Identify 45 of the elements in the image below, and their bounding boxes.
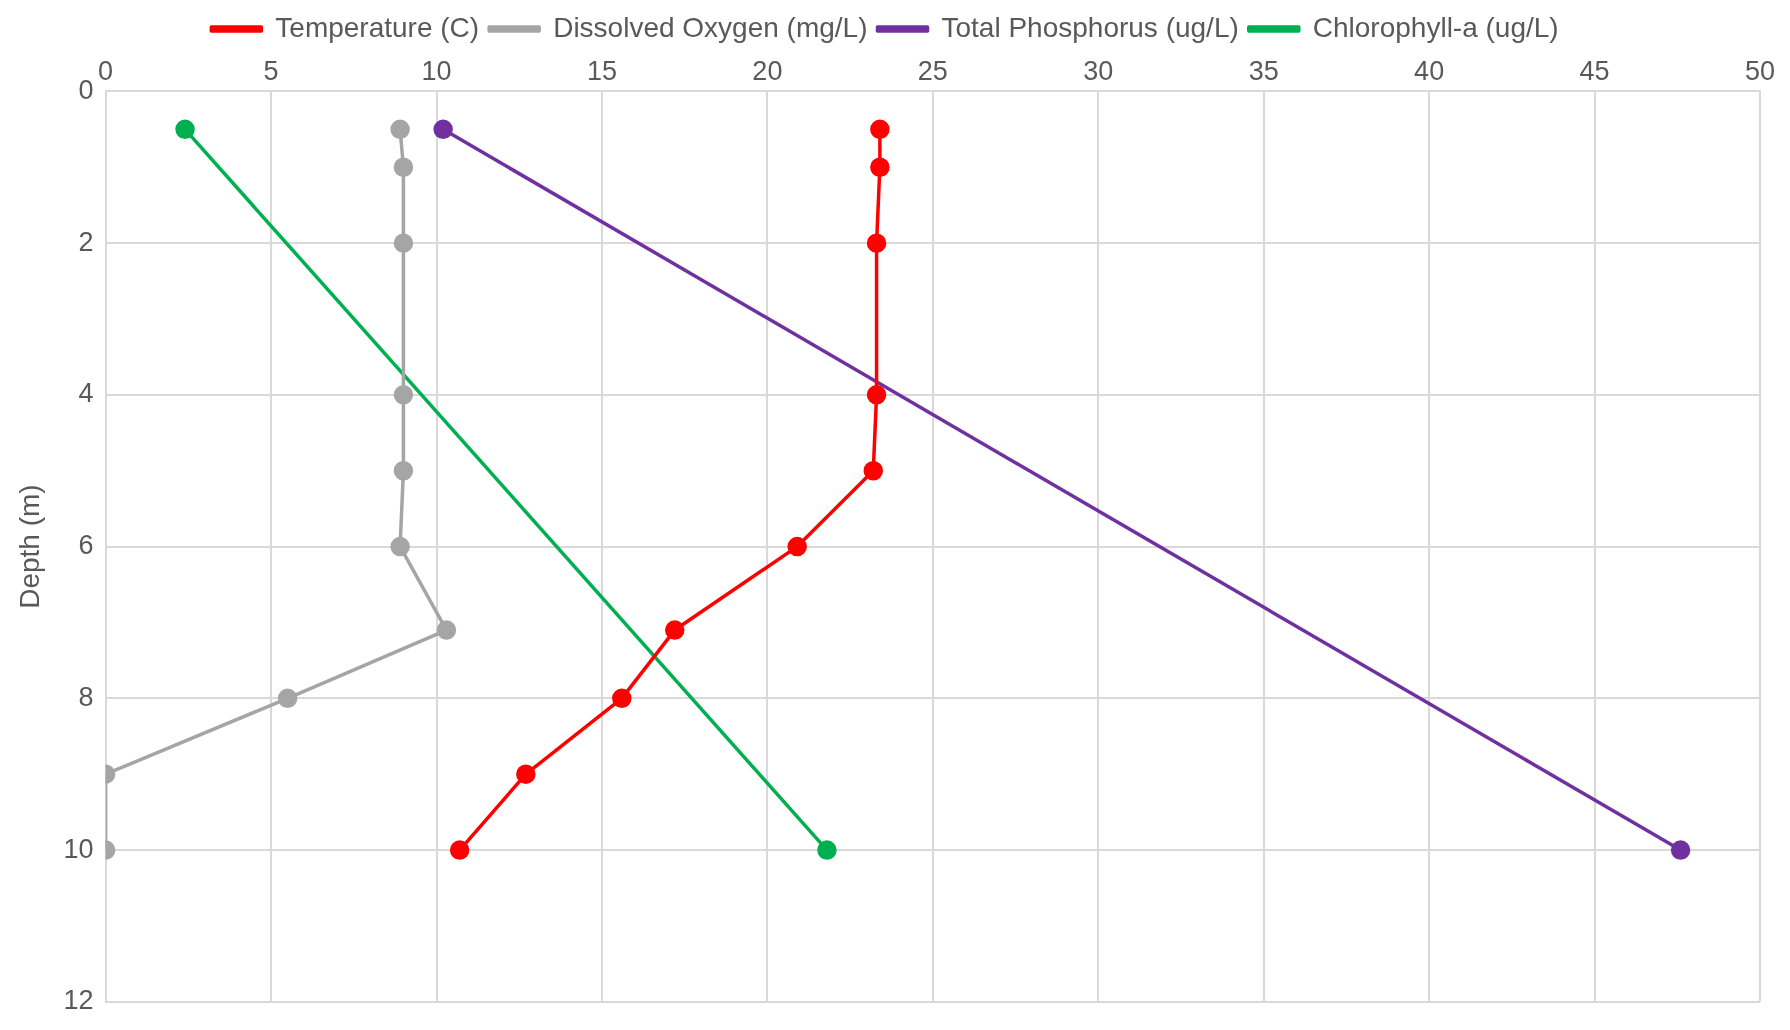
x-tick-label: 20 <box>752 55 783 86</box>
y-tick-label: 12 <box>63 985 94 1016</box>
point <box>866 233 887 253</box>
point <box>817 840 837 860</box>
x-tick-label: 5 <box>263 55 279 86</box>
point <box>393 385 414 405</box>
x-tick-label: 45 <box>1579 55 1610 86</box>
point <box>393 460 414 481</box>
x-tick-label: 10 <box>421 55 452 86</box>
x-tick-label: 30 <box>1083 55 1114 86</box>
y-tick-label: 6 <box>78 530 94 561</box>
point <box>393 157 414 178</box>
point <box>870 119 890 140</box>
legend-label: Dissolved Oxygen (mg/L) <box>553 11 868 43</box>
x-tick-label: 15 <box>586 55 617 86</box>
point <box>863 460 884 481</box>
point <box>436 620 457 640</box>
x-tick-label: 40 <box>1414 55 1445 86</box>
point <box>516 764 536 784</box>
y-axis-title: Depth (m) <box>13 484 45 609</box>
point <box>390 119 410 140</box>
y-tick-label: 2 <box>78 226 94 257</box>
y-tick-label: 8 <box>78 681 94 712</box>
point <box>433 119 453 140</box>
legend-label: Chlorophyll-a (ug/L) <box>1312 11 1559 43</box>
point <box>390 536 410 557</box>
y-tick-label: 10 <box>63 833 94 864</box>
point <box>612 688 632 709</box>
point <box>393 233 414 253</box>
point <box>866 385 887 405</box>
point <box>449 840 470 860</box>
y-tick-label: 4 <box>78 378 94 409</box>
x-tick-label: 35 <box>1248 55 1279 86</box>
x-tick-label: 50 <box>1744 55 1776 86</box>
point <box>277 688 298 709</box>
x-tick-label: 0 <box>98 55 114 86</box>
y-tick-label: 0 <box>78 74 94 105</box>
x-tick-label: 25 <box>917 55 948 86</box>
point <box>787 536 807 557</box>
legend-label: Total Phosphorus (ug/L) <box>941 11 1239 43</box>
legend-label: Temperature (C) <box>275 11 480 43</box>
point <box>664 620 685 640</box>
point <box>1670 840 1691 860</box>
point <box>175 119 195 140</box>
point <box>870 157 890 178</box>
